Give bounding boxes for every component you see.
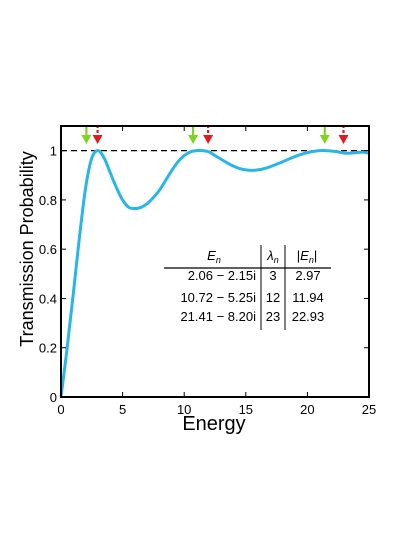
table-row-2-lambda: 12 — [266, 290, 280, 305]
x-tick-label: 15 — [239, 402, 253, 417]
x-tick-label: 20 — [300, 402, 314, 417]
table-row-1-lambda: 3 — [269, 268, 276, 283]
x-axis-label: Energy — [182, 413, 245, 435]
table-header-en: En — [207, 248, 221, 265]
red-arrowhead-6 — [338, 135, 349, 144]
x-tick-label: 0 — [57, 402, 64, 417]
red-arrowhead-2 — [92, 135, 103, 144]
table-row-3-en: 21.41 − 8.20i — [180, 309, 256, 324]
table-row-3-abs: 22.93 — [292, 309, 325, 324]
green-arrowhead-3 — [188, 135, 199, 144]
table-header-lambda: λn — [266, 248, 278, 265]
plot-area: 0 5 10 15 20 25 0 0.2 0.4 0.6 0.8 1 — [39, 125, 376, 417]
table-row-2-abs: 11.94 — [292, 290, 324, 305]
red-arrowhead-4 — [203, 135, 214, 144]
y-tick-label: 0.4 — [39, 291, 57, 306]
axes-frame — [60, 125, 370, 398]
x-tick-label: 25 — [362, 402, 376, 417]
table-row-3-lambda: 23 — [266, 309, 280, 324]
table-row-1-abs: 2.97 — [295, 268, 320, 283]
transmission-curve — [59, 148, 370, 398]
table-row-2-en: 10.72 − 5.25i — [180, 290, 256, 305]
x-tick-label: 5 — [119, 402, 126, 417]
inset-table: En λn |En| 2.06 − 2.15i 3 2.97 10.72 − 5… — [164, 245, 331, 330]
table-row-1-en: 2.06 − 2.15i — [188, 268, 256, 283]
table-header-abs-en: |En| — [297, 248, 317, 265]
green-arrowhead-5 — [319, 135, 330, 144]
green-arrowhead-1 — [81, 135, 92, 144]
y-tick-label: 0 — [50, 390, 57, 405]
y-axis-label: Transmission Probability — [17, 151, 37, 346]
y-tick-label: 0.6 — [39, 242, 57, 257]
x-tick-label: 10 — [177, 402, 191, 417]
y-tick-label: 0.2 — [39, 341, 57, 356]
y-tick-label: 0.8 — [39, 193, 57, 208]
y-tick-label: 1 — [50, 144, 57, 159]
